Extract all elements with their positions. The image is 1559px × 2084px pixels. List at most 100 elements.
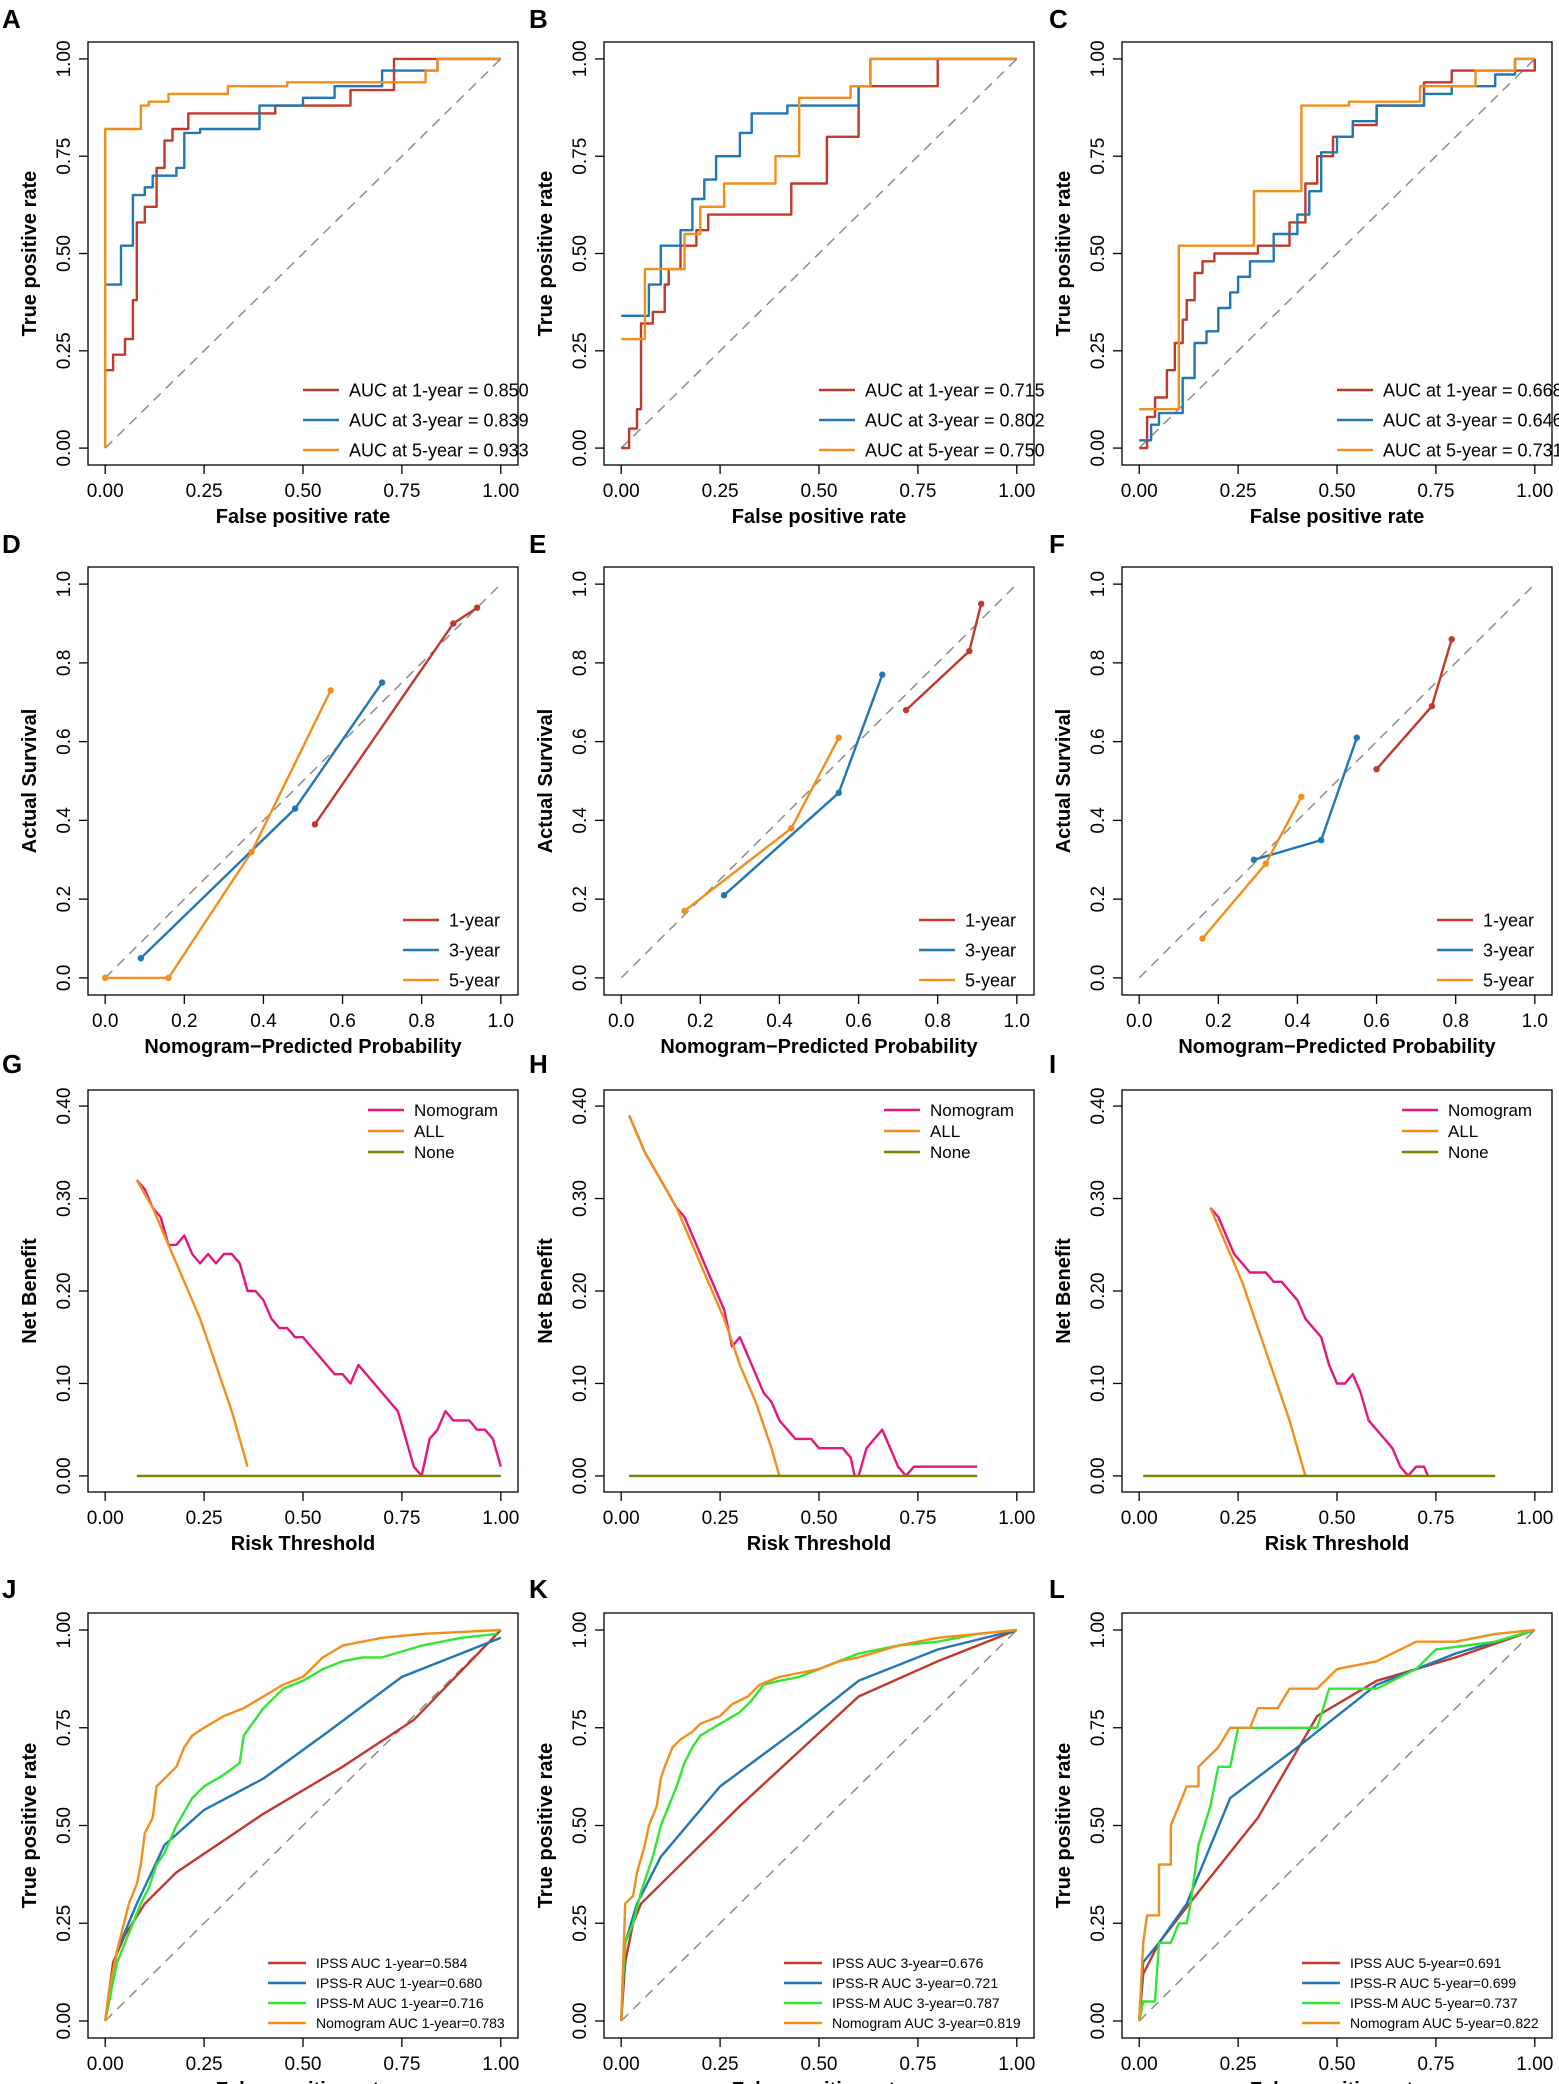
legend-label: AUC at 3-year = 0.646 (1383, 410, 1559, 430)
y-axis-label: Net Benefit (535, 1238, 557, 1344)
legend-label: Nomogram (414, 1101, 498, 1120)
panel-h: H 0.00 0.25 0.50 0.75 1.00 0.00 0.10 0.20 0.30 0.4… (529, 1049, 1035, 1555)
x-tick-label: 0.75 (899, 481, 936, 502)
data-point (311, 821, 319, 828)
y-tick-label: 0.25 (54, 332, 75, 369)
panel-j: J 0.00 0.25 0.50 0.75 1.00 0.00 0.25 0.50 0.75 1.0… (2, 1574, 519, 2084)
x-tick-label: 0.8 (1442, 1011, 1468, 1032)
legend-label: AUC at 5-year = 0.933 (349, 440, 529, 460)
legend: IPSS AUC 3-year=0.676 IPSS-R AUC 3-year=0… (784, 1955, 1021, 2031)
x-tick-label: 0.6 (329, 1011, 355, 1032)
y-tick-label: 0.25 (570, 1905, 591, 1942)
legend-label: 1-year (965, 910, 1016, 930)
x-axis-label: Risk Threshold (747, 1533, 891, 1555)
x-axis-label: False positive rate (1250, 506, 1425, 528)
data-point (1317, 836, 1325, 844)
y-tick-label: 0.00 (1088, 1457, 1109, 1494)
x-axis-label: Nomogram−Predicted Probability (144, 1036, 462, 1058)
series-line-3 (683, 737, 840, 912)
data-point (1298, 793, 1305, 800)
legend-label: AUC at 3-year = 0.839 (349, 410, 529, 430)
x-tick-label: 0.75 (899, 2054, 936, 2075)
series-line-2 (105, 57, 501, 286)
x-tick-label: 0.50 (285, 1508, 322, 1529)
x-tick-label: 1.00 (1516, 481, 1553, 502)
legend: Nomogram ALL None (1402, 1101, 1532, 1162)
reference-diagonal (620, 1629, 1018, 2022)
series-line-1 (627, 1114, 978, 1478)
y-tick-label: 0.00 (1088, 2003, 1109, 2040)
x-tick-label: 1.00 (482, 481, 519, 502)
legend: 1-year 3-year 5-year (403, 910, 500, 990)
series-line-1 (905, 603, 983, 711)
x-tick-label: 0.00 (603, 481, 640, 502)
legend: AUC at 1-year = 0.668 AUC at 3-year = 0.6… (1337, 380, 1559, 460)
x-tick-label: 1.0 (488, 1011, 514, 1032)
legend-label: AUC at 5-year = 0.731 (1383, 440, 1559, 460)
panel-letter: A (2, 4, 21, 34)
series-line-1 (104, 57, 501, 378)
y-tick-label: 0.0 (1088, 965, 1109, 991)
data-point (681, 907, 688, 915)
x-tick-label: 1.00 (1516, 1508, 1553, 1529)
data-point (835, 734, 842, 741)
x-tick-label: 0.75 (383, 1508, 420, 1529)
y-tick-label: 0.30 (1088, 1180, 1109, 1217)
x-tick-label: 0.75 (383, 481, 420, 502)
data-point (1353, 734, 1360, 741)
legend-label: 5-year (1483, 970, 1534, 990)
y-tick-label: 1.0 (570, 571, 591, 597)
y-tick-label: 0.0 (54, 965, 75, 991)
panel-letter: F (1049, 529, 1065, 559)
y-tick-label: 0.4 (54, 807, 75, 834)
panel-i: I 0.00 0.25 0.50 0.75 1.00 0.00 0.10 0.20 0.30 0.4… (1049, 1049, 1553, 1555)
legend-label: AUC at 5-year = 0.750 (865, 440, 1045, 460)
panel-letter: I (1049, 1049, 1056, 1079)
data-point (291, 805, 299, 812)
legend-label: 1-year (449, 910, 500, 930)
y-tick-label: 0.50 (54, 235, 75, 272)
y-tick-label: 0.25 (1088, 1905, 1109, 1942)
x-tick-label: 0.00 (603, 1508, 640, 1529)
legend-label: IPSS AUC 3-year=0.676 (832, 1955, 984, 1971)
y-tick-label: 0.75 (1088, 138, 1109, 175)
y-tick-label: 0.00 (54, 2003, 75, 2040)
x-tick-label: 0.00 (1121, 2054, 1158, 2075)
y-axis-label: True positive rate (19, 1743, 41, 1909)
x-axis-label: False positive rate (732, 2079, 907, 2084)
x-tick-label: 0.50 (1319, 481, 1356, 502)
y-tick-label: 0.00 (54, 430, 75, 467)
reference-diagonal (1138, 1629, 1536, 2022)
legend-label: IPSS-R AUC 5-year=0.699 (1350, 1975, 1516, 1991)
y-tick-label: 0.30 (570, 1180, 591, 1217)
series-line-2 (621, 57, 1017, 317)
data-point (1448, 636, 1455, 643)
y-tick-label: 0.6 (1088, 728, 1109, 754)
legend-label: IPSS-M AUC 5-year=0.737 (1350, 1995, 1518, 2011)
x-tick-label: 0.50 (285, 481, 322, 502)
y-tick-label: 0.4 (570, 807, 591, 834)
y-tick-label: 0.25 (54, 1905, 75, 1942)
legend-label: 3-year (1483, 940, 1534, 960)
x-tick-label: 0.2 (687, 1011, 713, 1032)
y-tick-label: 0.10 (54, 1365, 75, 1402)
y-tick-label: 0.40 (1088, 1088, 1109, 1125)
series-line-3 (621, 57, 1017, 341)
series-line-2 (135, 1179, 249, 1468)
series-line-2 (1138, 1628, 1536, 2022)
y-tick-label: 0.20 (1088, 1273, 1109, 1310)
reference-diagonal (620, 58, 1018, 449)
y-tick-label: 0.50 (54, 1807, 75, 1844)
legend: 1-year 3-year 5-year (1437, 910, 1534, 990)
series-line-4 (1138, 1628, 1535, 2022)
reference-diagonal (104, 58, 502, 449)
legend-label: IPSS-R AUC 3-year=0.721 (832, 1975, 998, 1991)
series-line-1 (1375, 638, 1453, 770)
series-line-2 (1209, 1207, 1307, 1477)
x-tick-label: 0.25 (702, 481, 739, 502)
x-tick-label: 0.6 (1363, 1011, 1389, 1032)
series-line-3 (105, 689, 332, 980)
legend-label: IPSS-M AUC 3-year=0.787 (832, 1995, 1000, 2011)
series-line-2 (1139, 57, 1535, 442)
x-axis-label: Risk Threshold (1265, 1533, 1409, 1555)
